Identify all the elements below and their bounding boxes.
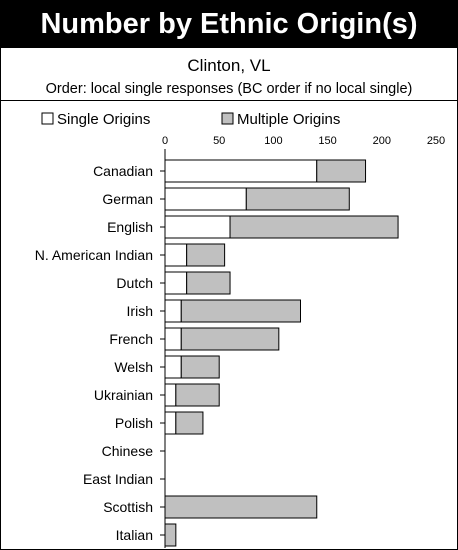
chart-title: Number by Ethnic Origin(s) <box>1 1 457 48</box>
bar-multiple-dutch <box>186 271 231 295</box>
x-tick-label: 0 <box>162 135 168 147</box>
bar-multiple-german <box>245 187 350 211</box>
bar-multiple-scottish <box>164 495 318 519</box>
legend: Single Origins Multiple Origins <box>41 111 340 128</box>
bar-single-canadian <box>164 159 318 183</box>
category-label: German <box>102 191 153 207</box>
bar-single-polish <box>164 411 177 435</box>
category-label: Polish <box>115 415 153 431</box>
bar-multiple-french <box>180 327 280 351</box>
bar-multiple-n-american-indian <box>186 243 226 267</box>
category-label: Irish <box>127 303 153 319</box>
chart-subtitle: Clinton, VL <box>187 56 271 75</box>
legend-label-multiple: Multiple Origins <box>237 111 340 128</box>
legend-swatch-multiple <box>221 112 234 125</box>
bar-multiple-polish <box>175 411 204 435</box>
bar-multiple-irish <box>180 299 301 323</box>
legend-swatch-single <box>41 112 54 125</box>
order-note: Order: local single responses (BC order … <box>45 81 413 97</box>
category-label: Welsh <box>114 359 153 375</box>
category-label: Scottish <box>103 499 153 515</box>
header-divider <box>1 100 457 101</box>
category-label: Dutch <box>116 275 153 291</box>
bar-single-french <box>164 327 182 351</box>
x-axis-ticks: 0 50 100 150 200 250 <box>162 135 445 147</box>
bar-multiple-english <box>229 215 399 239</box>
category-label: French <box>109 331 153 347</box>
x-tick-label: 150 <box>318 135 336 147</box>
category-label: Canadian <box>93 163 153 179</box>
category-labels: Canadian German English N. American Indian D… <box>35 163 165 543</box>
category-label: N. American Indian <box>35 247 153 263</box>
category-label: East Indian <box>83 471 153 487</box>
category-label: Ukrainian <box>94 387 153 403</box>
bar-single-german <box>164 187 247 211</box>
category-label: Chinese <box>102 443 154 459</box>
bar-multiple-italian <box>164 523 177 547</box>
category-label: English <box>107 219 153 235</box>
legend-label-single: Single Origins <box>57 111 150 128</box>
category-label: Italian <box>116 527 153 543</box>
bar-single-dutch <box>164 271 188 295</box>
bar-single-ukrainian <box>164 383 177 407</box>
bar-single-irish <box>164 299 182 323</box>
bar-single-welsh <box>164 355 182 379</box>
x-tick-label: 250 <box>427 135 445 147</box>
bar-single-english <box>164 215 231 239</box>
x-tick-label: 200 <box>373 135 391 147</box>
bars <box>164 159 399 547</box>
bar-multiple-canadian <box>316 159 367 183</box>
bar-multiple-ukrainian <box>175 383 220 407</box>
bar-single-n-american-indian <box>164 243 188 267</box>
x-tick-label: 50 <box>213 135 225 147</box>
bar-multiple-welsh <box>180 355 220 379</box>
x-tick-label: 100 <box>264 135 282 147</box>
